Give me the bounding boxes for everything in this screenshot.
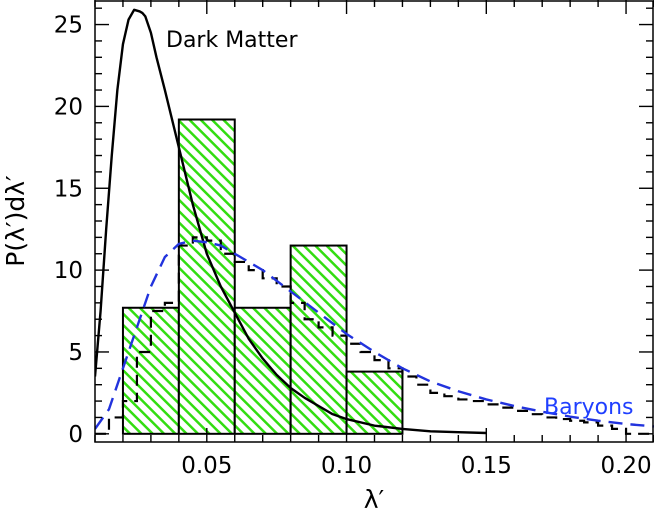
y-tick-label: 20 — [54, 94, 83, 120]
hatched-histogram-bar — [345, 370, 404, 435]
hatched-histogram-bar — [177, 118, 236, 435]
y-tick-label: 15 — [54, 176, 83, 202]
dark-matter-annotation: Dark Matter — [166, 28, 298, 53]
hatched-histogram-bar — [121, 306, 180, 435]
y-tick-label: 10 — [54, 258, 83, 284]
baryons-curve — [95, 239, 654, 430]
x-tick-label: 0.10 — [321, 453, 372, 479]
y-axis-label: P(λ′)dλ′ — [1, 175, 30, 267]
dashed-histogram-line — [95, 236, 654, 435]
baryons-annotation: Baryons — [544, 395, 634, 420]
x-axis-label: λ′ — [364, 485, 385, 514]
x-tick-label: 0.05 — [181, 453, 232, 479]
x-tick-label: 0.15 — [461, 453, 512, 479]
y-tick-label: 25 — [54, 13, 83, 39]
hatched-histogram-bar — [289, 244, 348, 435]
x-tick-label: 0.20 — [600, 453, 651, 479]
y-tick-label: 5 — [68, 340, 83, 366]
y-tick-label: 0 — [68, 422, 83, 448]
dark-matter-curve — [95, 8, 487, 435]
